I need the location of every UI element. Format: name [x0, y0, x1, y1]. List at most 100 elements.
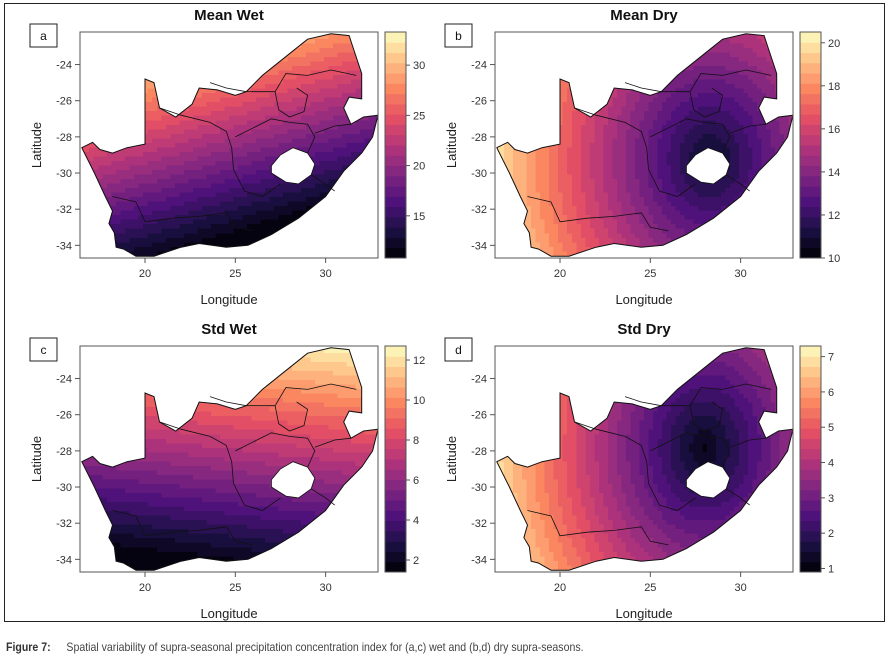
raster-cell — [544, 205, 550, 211]
raster-cell — [84, 223, 90, 229]
raster-cell — [260, 241, 266, 247]
raster-cell — [531, 250, 537, 256]
raster-cell — [540, 196, 546, 202]
raster-cell — [220, 97, 226, 103]
raster-cell — [508, 124, 514, 130]
raster-cell — [350, 205, 356, 211]
raster-cell — [192, 115, 198, 121]
raster-cell — [251, 164, 257, 170]
raster-cell — [206, 56, 212, 62]
raster-cell — [576, 246, 582, 252]
raster-cell — [224, 42, 230, 48]
raster-cell — [89, 133, 95, 139]
raster-cell — [598, 110, 604, 116]
raster-cell — [594, 88, 600, 94]
raster-cell — [612, 142, 618, 148]
raster-cell — [89, 119, 95, 125]
raster-cell — [323, 246, 329, 252]
raster-cell — [93, 65, 99, 71]
raster-cell — [242, 79, 248, 85]
raster-cell — [125, 223, 131, 229]
raster-cell — [314, 210, 320, 216]
raster-cell — [296, 210, 302, 216]
raster-cell — [260, 178, 266, 184]
raster-cell — [192, 178, 198, 184]
raster-cell — [201, 137, 207, 143]
raster-cell — [332, 47, 338, 53]
raster-cell — [319, 169, 325, 175]
raster-cell — [116, 228, 122, 234]
raster-cell — [504, 146, 510, 152]
raster-cell — [359, 38, 365, 44]
raster-cell — [179, 33, 185, 39]
raster-cell — [156, 232, 162, 238]
raster-cell — [201, 97, 207, 103]
raster-cell — [616, 205, 622, 211]
raster-cell — [256, 173, 262, 179]
raster-cell — [220, 155, 226, 161]
raster-cell — [301, 124, 307, 130]
raster-cell — [544, 83, 550, 89]
raster-cell — [170, 151, 176, 157]
raster-cell — [188, 70, 194, 76]
raster-cell — [116, 110, 122, 116]
raster-cell — [508, 223, 514, 229]
raster-cell — [369, 97, 375, 103]
raster-cell — [571, 146, 577, 152]
raster-cell — [102, 169, 108, 175]
raster-cell — [513, 133, 519, 139]
raster-cell — [549, 142, 555, 148]
raster-cell — [625, 246, 631, 252]
raster-cell — [238, 92, 244, 98]
raster-cell — [233, 124, 239, 130]
raster-cell — [111, 160, 117, 166]
raster-cell — [165, 38, 171, 44]
raster-cell — [594, 237, 600, 243]
raster-cell — [562, 214, 568, 220]
raster-cell — [616, 101, 622, 107]
province-border — [112, 196, 254, 232]
raster-cell — [147, 223, 153, 229]
raster-cell — [305, 83, 311, 89]
raster-cell — [369, 246, 375, 252]
raster-cell — [535, 124, 541, 130]
raster-cell — [341, 205, 347, 211]
raster-cell — [165, 160, 171, 166]
raster-cell — [526, 38, 532, 44]
raster-cell — [197, 56, 203, 62]
raster-cell — [531, 51, 537, 57]
raster-cell — [513, 169, 519, 175]
raster-cell — [603, 183, 609, 189]
raster-cell — [116, 92, 122, 98]
raster-cell — [319, 164, 325, 170]
raster-cell — [242, 228, 248, 234]
raster-cell — [84, 137, 90, 143]
raster-cell — [562, 88, 568, 94]
raster-cell — [314, 214, 320, 220]
raster-cell — [328, 241, 334, 247]
raster-cell — [111, 155, 117, 161]
plot-frame — [79, 31, 379, 259]
raster-cell — [201, 56, 207, 62]
raster-cell — [540, 183, 546, 189]
raster-cell — [508, 151, 514, 157]
raster-cell — [567, 250, 573, 256]
raster-cell — [553, 192, 559, 198]
raster-cell — [125, 241, 131, 247]
raster-cell — [621, 237, 627, 243]
raster-cell — [544, 124, 550, 130]
raster-cell — [378, 183, 379, 189]
raster-cell — [346, 92, 352, 98]
raster-cell — [215, 219, 221, 225]
raster-cell — [310, 65, 316, 71]
raster-cell — [265, 241, 271, 247]
raster-cell — [247, 169, 253, 175]
raster-cell — [562, 101, 568, 107]
raster-cell — [598, 42, 604, 48]
raster-cell — [323, 97, 329, 103]
raster-cell — [134, 228, 140, 234]
raster-cell — [562, 110, 568, 116]
raster-cell — [580, 33, 586, 39]
raster-cell — [567, 169, 573, 175]
raster-cell — [220, 250, 226, 256]
